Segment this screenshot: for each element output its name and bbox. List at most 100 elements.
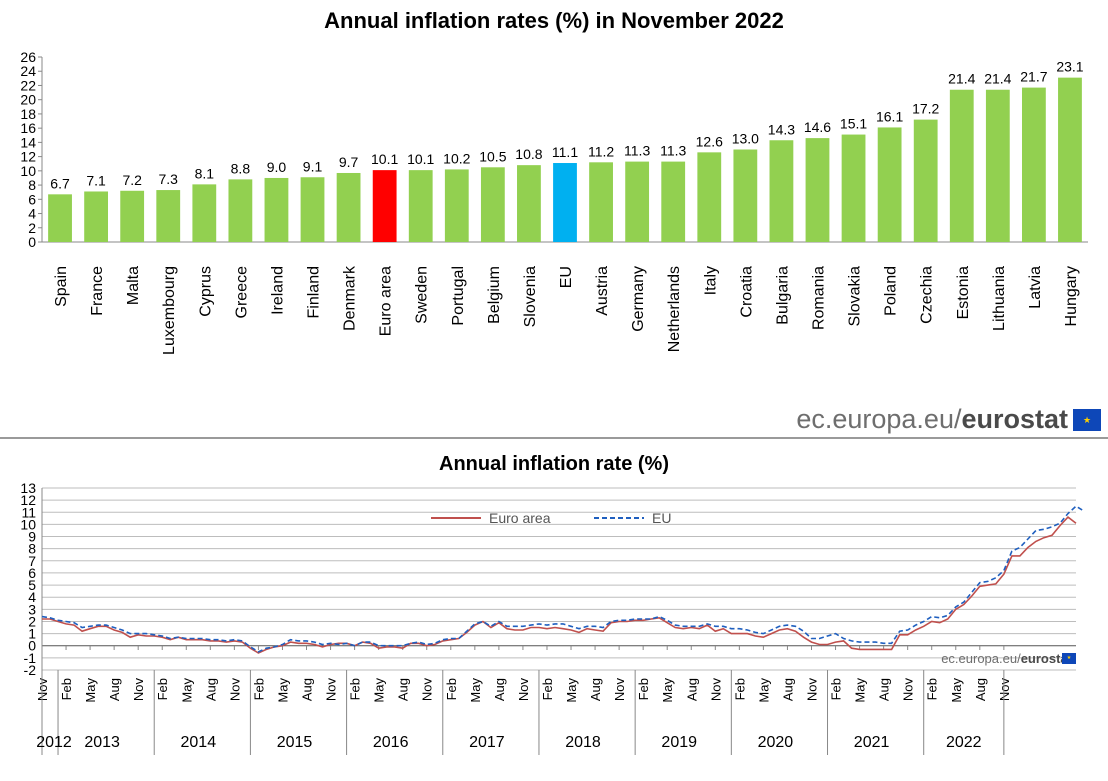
x-tick-label: May [372,678,387,703]
bar [949,89,974,242]
bar [841,134,866,242]
x-category-label: Austria [594,266,611,316]
x-tick-label: Feb [636,678,651,700]
x-category-label: Spain [53,266,70,307]
x-tick-label: Feb [155,678,170,700]
brand-domain-small: ec.europa.eu/ [941,651,1021,666]
bar-value-label: 11.3 [660,143,686,159]
bar-value-label: 8.8 [231,160,251,176]
year-label: 2015 [277,734,313,751]
x-tick-label: Aug [588,678,603,701]
x-category-label: Ireland [269,266,286,315]
y-tick-label: 22 [20,77,36,93]
x-category-label: Slovakia [847,266,864,327]
bar [300,177,325,242]
x-tick-label: Aug [780,678,795,701]
bar [408,170,433,242]
y-tick-label: 9 [28,529,36,545]
x-category-label: Hungary [1063,266,1080,326]
bar-chart-title: Annual inflation rates (%) in November 2… [324,8,784,33]
bar-value-label: 7.2 [122,172,142,188]
x-category-label: Romania [810,266,827,330]
bar-value-label: 9.0 [267,159,287,175]
x-category-label: France [89,266,106,316]
bar [480,167,505,242]
bar-value-label: 21.4 [984,71,1011,87]
y-tick-label: 2 [28,613,36,629]
bar [372,170,397,242]
y-tick-label: 12 [20,149,36,165]
bar-value-label: 7.3 [159,171,179,187]
bar-value-label: 6.7 [50,175,70,191]
x-tick-label: May [564,678,579,703]
x-category-label: Malta [125,266,142,305]
x-tick-label: Feb [444,678,459,700]
bar [444,169,469,242]
x-category-label: Lithuania [991,266,1008,331]
x-category-label: Croatia [738,266,755,318]
y-tick-label: 18 [20,106,36,122]
bar-value-label: 11.2 [588,143,614,159]
x-tick-label: Nov [227,678,242,702]
x-tick-label: Feb [540,678,555,700]
x-category-label: Germany [630,266,647,332]
x-tick-label: Feb [732,678,747,700]
y-tick-label: 6 [28,191,36,207]
x-category-label: Belgium [486,266,503,324]
bar [985,89,1010,242]
x-category-label: Poland [883,266,900,316]
y-tick-label: 8 [28,541,36,557]
year-label: 2016 [373,734,409,751]
eu-flag-icon: ★ [1073,409,1101,431]
x-category-label: Greece [233,266,250,319]
bar-value-label: 10.8 [515,146,542,162]
x-tick-label: Feb [251,678,266,700]
x-category-label: Denmark [342,265,359,331]
x-category-label: Sweden [414,266,431,324]
x-tick-label: Aug [492,678,507,701]
year-label: 2019 [661,734,697,751]
bar [913,119,938,242]
x-tick-label: Aug [203,678,218,701]
bar [1058,77,1082,242]
bar [877,127,902,242]
line-chart-svg: -2-1012345678910111213NovFebMayAugNovFeb… [20,480,1085,755]
legend-label: Euro area [489,510,551,526]
bar [805,138,830,242]
year-label: 2014 [181,734,217,751]
year-label: 2012 [36,734,72,751]
bar [120,190,145,242]
bar-value-label: 10.2 [443,150,470,166]
bar [661,161,686,242]
x-tick-label: Nov [901,678,916,702]
y-tick-label: 14 [20,134,36,150]
y-tick-label: 10 [20,163,36,179]
y-tick-label: 8 [28,177,36,193]
bar-value-label: 10.1 [371,151,398,167]
bar-value-label: 9.7 [339,154,359,170]
x-tick-label: Aug [877,678,892,701]
x-category-label: Finland [306,266,323,318]
brand-domain: ec.europa.eu/ [796,404,962,434]
x-category-label: Cyprus [197,266,214,317]
bar-value-label: 14.3 [768,121,795,137]
bar-chart-svg: 024681012141618202224266.7Spain7.1France… [20,49,1088,355]
bar-value-label: 9.1 [303,158,323,174]
y-tick-label: 11 [21,504,36,520]
x-tick-label: Feb [348,678,363,700]
x-tick-label: May [83,678,98,703]
eurostat-logo-small: ec.europa.eu/eurostat [941,651,1072,666]
y-tick-label: 24 [20,63,36,79]
bar [589,162,613,242]
x-category-label: Bulgaria [774,266,791,325]
x-category-label: Estonia [955,266,972,319]
y-tick-label: 10 [20,516,36,532]
brand-name-small: eurostat [1020,651,1072,666]
x-tick-label: Aug [973,678,988,701]
bar-value-label: 21.7 [1020,69,1047,85]
y-tick-label: 5 [28,577,36,593]
bar [1021,87,1046,242]
y-tick-label: 20 [20,92,36,108]
bar [517,165,541,242]
bar [156,190,181,242]
